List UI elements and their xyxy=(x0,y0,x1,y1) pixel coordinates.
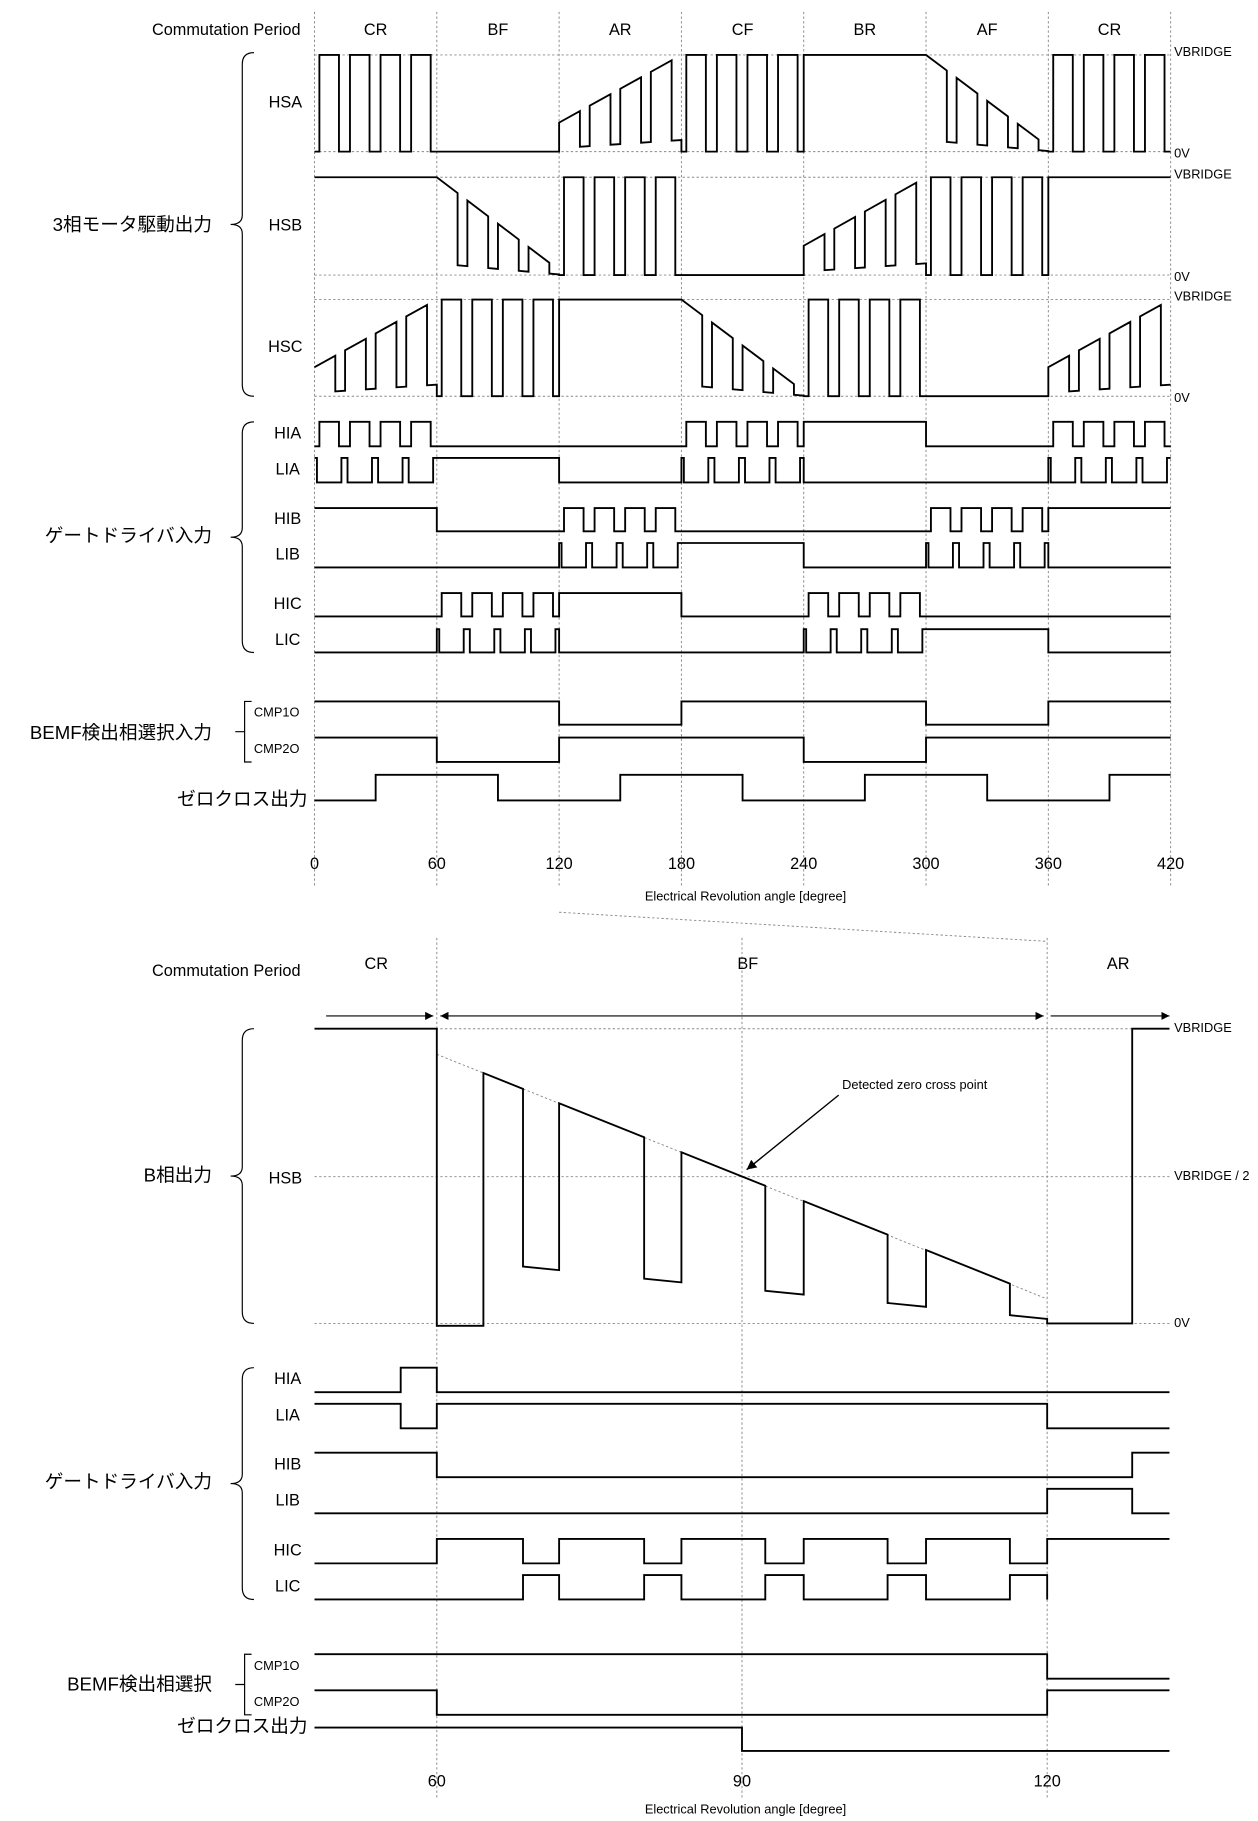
phase-label: HSA xyxy=(269,94,303,112)
level-label: VBRIDGE xyxy=(1174,166,1232,181)
label: AR xyxy=(1107,955,1130,973)
gate-waveform xyxy=(314,1487,1170,1515)
gate-label: HIC xyxy=(274,595,302,613)
gate-waveform xyxy=(314,507,1171,533)
gate-waveform xyxy=(314,1451,1170,1479)
tick-label: 90 xyxy=(733,1773,751,1791)
gate-label: LIB xyxy=(275,1491,300,1509)
zero-cross-waveform xyxy=(314,773,1171,802)
bemf-label: CMP2O xyxy=(254,1694,300,1709)
gate-waveform xyxy=(314,542,1171,569)
bemf-waveform xyxy=(314,736,1171,763)
bemf-waveform xyxy=(314,1689,1170,1716)
hsb-waveform xyxy=(314,1027,1170,1327)
label: Commutation Period xyxy=(152,21,301,39)
axis-label: Electrical Revolution angle [degree] xyxy=(645,888,846,903)
label: ゲートドライバ入力 xyxy=(45,1471,212,1492)
gate-label: LIB xyxy=(275,546,300,564)
gate-label: LIC xyxy=(275,631,301,649)
level-label: 0V xyxy=(1174,1315,1190,1330)
label: BEMF検出相選択入力 xyxy=(30,722,212,743)
label: ゼロクロス出力 xyxy=(177,1716,307,1737)
bracket xyxy=(235,1653,252,1716)
tick-label: 120 xyxy=(546,855,573,873)
phase-label: HSB xyxy=(269,216,303,234)
tick-label: 420 xyxy=(1157,855,1184,873)
gate-label: HIC xyxy=(274,1541,302,1559)
label: ゲートドライバ入力 xyxy=(45,525,212,546)
label: CR xyxy=(364,21,388,39)
gate-waveform xyxy=(314,1366,1170,1394)
bemf-label: CMP2O xyxy=(254,741,300,756)
label: AF xyxy=(977,21,998,39)
tick-label: 180 xyxy=(668,855,695,873)
label: BR xyxy=(854,21,877,39)
label: BF xyxy=(488,21,509,39)
tick-label: 360 xyxy=(1035,855,1062,873)
level-label: VBRIDGE xyxy=(1174,44,1232,59)
annotation-arrow xyxy=(746,1094,840,1171)
phase-waveform xyxy=(314,298,1171,398)
annotation: Detected zero cross point xyxy=(842,1077,988,1092)
bemf-waveform xyxy=(314,1653,1170,1680)
gate-label: HIB xyxy=(274,1455,301,1473)
gate-waveform xyxy=(314,628,1171,654)
gate-label: HIB xyxy=(274,510,301,528)
level-label: VBRIDGE xyxy=(1174,289,1232,304)
label: BF xyxy=(737,955,758,973)
brace xyxy=(230,1367,254,1601)
gate-label: HIA xyxy=(274,424,301,442)
label: CF xyxy=(732,21,754,39)
tick-label: 60 xyxy=(428,855,446,873)
phase-waveform xyxy=(314,54,1171,153)
gate-waveform xyxy=(314,592,1171,618)
gate-label: HIA xyxy=(274,1370,301,1388)
tick-label: 300 xyxy=(912,855,939,873)
brace xyxy=(230,52,254,397)
level-label: VBRIDGE xyxy=(1174,1020,1232,1035)
gate-label: LIA xyxy=(275,461,300,479)
guide-line xyxy=(559,911,1048,942)
tick-label: 120 xyxy=(1034,1773,1061,1791)
gate-label: LIC xyxy=(275,1578,301,1596)
bracket xyxy=(235,700,252,763)
tick-label: 0 xyxy=(310,855,319,873)
phase-label: HSC xyxy=(268,338,303,356)
level-label: 0V xyxy=(1174,145,1190,160)
brace xyxy=(230,1028,254,1325)
phase-waveform xyxy=(314,176,1171,277)
label: Commutation Period xyxy=(152,962,301,980)
label: CR xyxy=(1098,21,1122,39)
zero-cross-waveform xyxy=(314,1726,1170,1752)
label: 3相モータ駆動出力 xyxy=(53,214,212,235)
gate-waveform xyxy=(314,1402,1170,1430)
label: BEMF検出相選択 xyxy=(67,1674,212,1695)
brace xyxy=(230,421,254,654)
label: AR xyxy=(609,21,632,39)
gate-waveform xyxy=(314,420,1171,448)
level-label: 0V xyxy=(1174,269,1190,284)
label: B相出力 xyxy=(144,1165,212,1186)
label: ゼロクロス出力 xyxy=(177,788,307,809)
gate-label: LIA xyxy=(275,1406,300,1424)
gate-waveform xyxy=(314,1574,1049,1601)
tick-label: 240 xyxy=(790,855,817,873)
level-label: 0V xyxy=(1174,390,1190,405)
level-label: VBRIDGE / 2 xyxy=(1174,1168,1249,1183)
label: CR xyxy=(364,955,388,973)
gate-waveform xyxy=(314,1537,1170,1565)
gate-waveform xyxy=(314,457,1171,484)
tick-label: 60 xyxy=(428,1773,446,1791)
bemf-waveform xyxy=(314,700,1171,726)
phase-label: HSB xyxy=(269,1169,303,1187)
bemf-label: CMP1O xyxy=(254,704,300,719)
axis-label: Electrical Revolution angle [degree] xyxy=(645,1802,846,1817)
bemf-label: CMP1O xyxy=(254,1658,300,1673)
